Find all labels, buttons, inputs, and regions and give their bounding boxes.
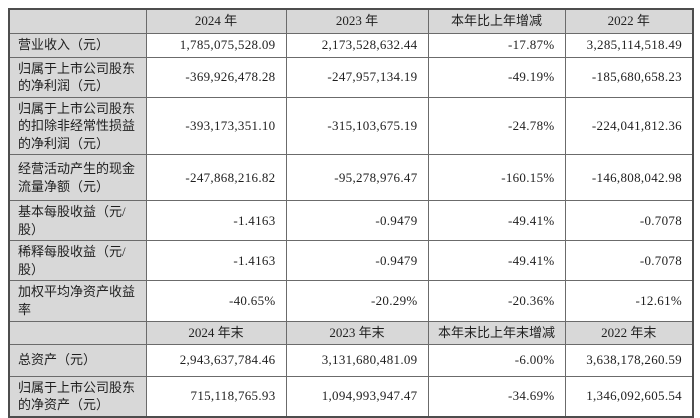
table-row-net-profit-excl-nonrecurring: 归属于上市公司股东的扣除非经常性损益的净利润（元） -393,173,351.1… bbox=[8, 96, 694, 156]
col-header-2022-end: 2022 年末 bbox=[564, 320, 694, 345]
cell-2024: -369,926,478.28 bbox=[145, 56, 287, 98]
cell-2024: -40.65% bbox=[145, 280, 287, 322]
cell-change: -49.41% bbox=[427, 240, 566, 282]
col-header-2024: 2024 年 bbox=[145, 8, 287, 34]
table-row-diluted-eps: 稀释每股收益（元/股） -1.4163 -0.9479 -49.41% -0.7… bbox=[8, 240, 694, 282]
cell-change: -160.15% bbox=[427, 154, 566, 202]
cell-2022: -224,041,812.36 bbox=[564, 96, 694, 156]
cell-2024: 2,943,637,784.46 bbox=[145, 343, 287, 377]
col-header-2024-end: 2024 年末 bbox=[145, 320, 287, 345]
cell-change: -34.69% bbox=[427, 375, 566, 418]
cell-2024: -247,868,216.82 bbox=[145, 154, 287, 202]
header-row-year-end: 2024 年末 2023 年末 本年末比上年末增减 2022 年末 bbox=[8, 320, 694, 345]
col-header-yoy-change: 本年比上年增减 bbox=[427, 8, 566, 34]
table-row-revenue: 营业收入（元） 1,785,075,528.09 2,173,528,632.4… bbox=[8, 32, 694, 58]
cell-2022: -146,808,042.98 bbox=[564, 154, 694, 202]
key-financials-table: 2024 年 2023 年 本年比上年增减 2022 年 营业收入（元） 1,7… bbox=[8, 8, 694, 418]
cell-change: -49.19% bbox=[427, 56, 566, 98]
corner-cell bbox=[8, 320, 147, 345]
row-label: 基本每股收益（元/股） bbox=[8, 200, 147, 242]
table-row-operating-cash-flow: 经营活动产生的现金流量净额（元） -247,868,216.82 -95,278… bbox=[8, 154, 694, 202]
cell-2024: -1.4163 bbox=[145, 200, 287, 242]
cell-2023: -95,278,976.47 bbox=[285, 154, 429, 202]
cell-change: -17.87% bbox=[427, 32, 566, 58]
row-label: 归属于上市公司股东的净利润（元） bbox=[8, 56, 147, 98]
row-label: 稀释每股收益（元/股） bbox=[8, 240, 147, 282]
cell-2022: -0.7078 bbox=[564, 200, 694, 242]
table-row-total-assets: 总资产（元） 2,943,637,784.46 3,131,680,481.09… bbox=[8, 343, 694, 377]
cell-change: -49.41% bbox=[427, 200, 566, 242]
row-label: 经营活动产生的现金流量净额（元） bbox=[8, 154, 147, 202]
corner-cell bbox=[8, 8, 147, 34]
cell-2022: 1,346,092,605.54 bbox=[564, 375, 694, 418]
row-label: 归属于上市公司股东的扣除非经常性损益的净利润（元） bbox=[8, 96, 147, 156]
cell-2024: 1,785,075,528.09 bbox=[145, 32, 287, 58]
cell-2023: -0.9479 bbox=[285, 200, 429, 242]
cell-change: -20.36% bbox=[427, 280, 566, 322]
cell-2022: -185,680,658.23 bbox=[564, 56, 694, 98]
cell-change: -6.00% bbox=[427, 343, 566, 377]
cell-2022: -12.61% bbox=[564, 280, 694, 322]
cell-2023: 2,173,528,632.44 bbox=[285, 32, 429, 58]
cell-2023: -315,103,675.19 bbox=[285, 96, 429, 156]
cell-2022: 3,285,114,518.49 bbox=[564, 32, 694, 58]
col-header-2022: 2022 年 bbox=[564, 8, 694, 34]
cell-2024: -1.4163 bbox=[145, 240, 287, 282]
row-label: 归属于上市公司股东的净资产（元） bbox=[8, 375, 147, 418]
table-row-weighted-avg-roe: 加权平均净资产收益率 -40.65% -20.29% -20.36% -12.6… bbox=[8, 280, 694, 322]
cell-2022: -0.7078 bbox=[564, 240, 694, 282]
cell-2023: -20.29% bbox=[285, 280, 429, 322]
cell-2023: -0.9479 bbox=[285, 240, 429, 282]
cell-2024: -393,173,351.10 bbox=[145, 96, 287, 156]
row-label: 总资产（元） bbox=[8, 343, 147, 377]
cell-2023: 1,094,993,947.47 bbox=[285, 375, 429, 418]
row-label: 加权平均净资产收益率 bbox=[8, 280, 147, 322]
cell-change: -24.78% bbox=[427, 96, 566, 156]
table-row-net-assets: 归属于上市公司股东的净资产（元） 715,118,765.93 1,094,99… bbox=[8, 375, 694, 418]
cell-2024: 715,118,765.93 bbox=[145, 375, 287, 418]
col-header-2023-end: 2023 年末 bbox=[285, 320, 429, 345]
cell-2022: 3,638,178,260.59 bbox=[564, 343, 694, 377]
col-header-2023: 2023 年 bbox=[285, 8, 429, 34]
col-header-year-end-change: 本年末比上年末增减 bbox=[427, 320, 566, 345]
table-row-basic-eps: 基本每股收益（元/股） -1.4163 -0.9479 -49.41% -0.7… bbox=[8, 200, 694, 242]
table-row-net-profit: 归属于上市公司股东的净利润（元） -369,926,478.28 -247,95… bbox=[8, 56, 694, 98]
row-label: 营业收入（元） bbox=[8, 32, 147, 58]
cell-2023: 3,131,680,481.09 bbox=[285, 343, 429, 377]
cell-2023: -247,957,134.19 bbox=[285, 56, 429, 98]
header-row-annual: 2024 年 2023 年 本年比上年增减 2022 年 bbox=[8, 8, 694, 34]
